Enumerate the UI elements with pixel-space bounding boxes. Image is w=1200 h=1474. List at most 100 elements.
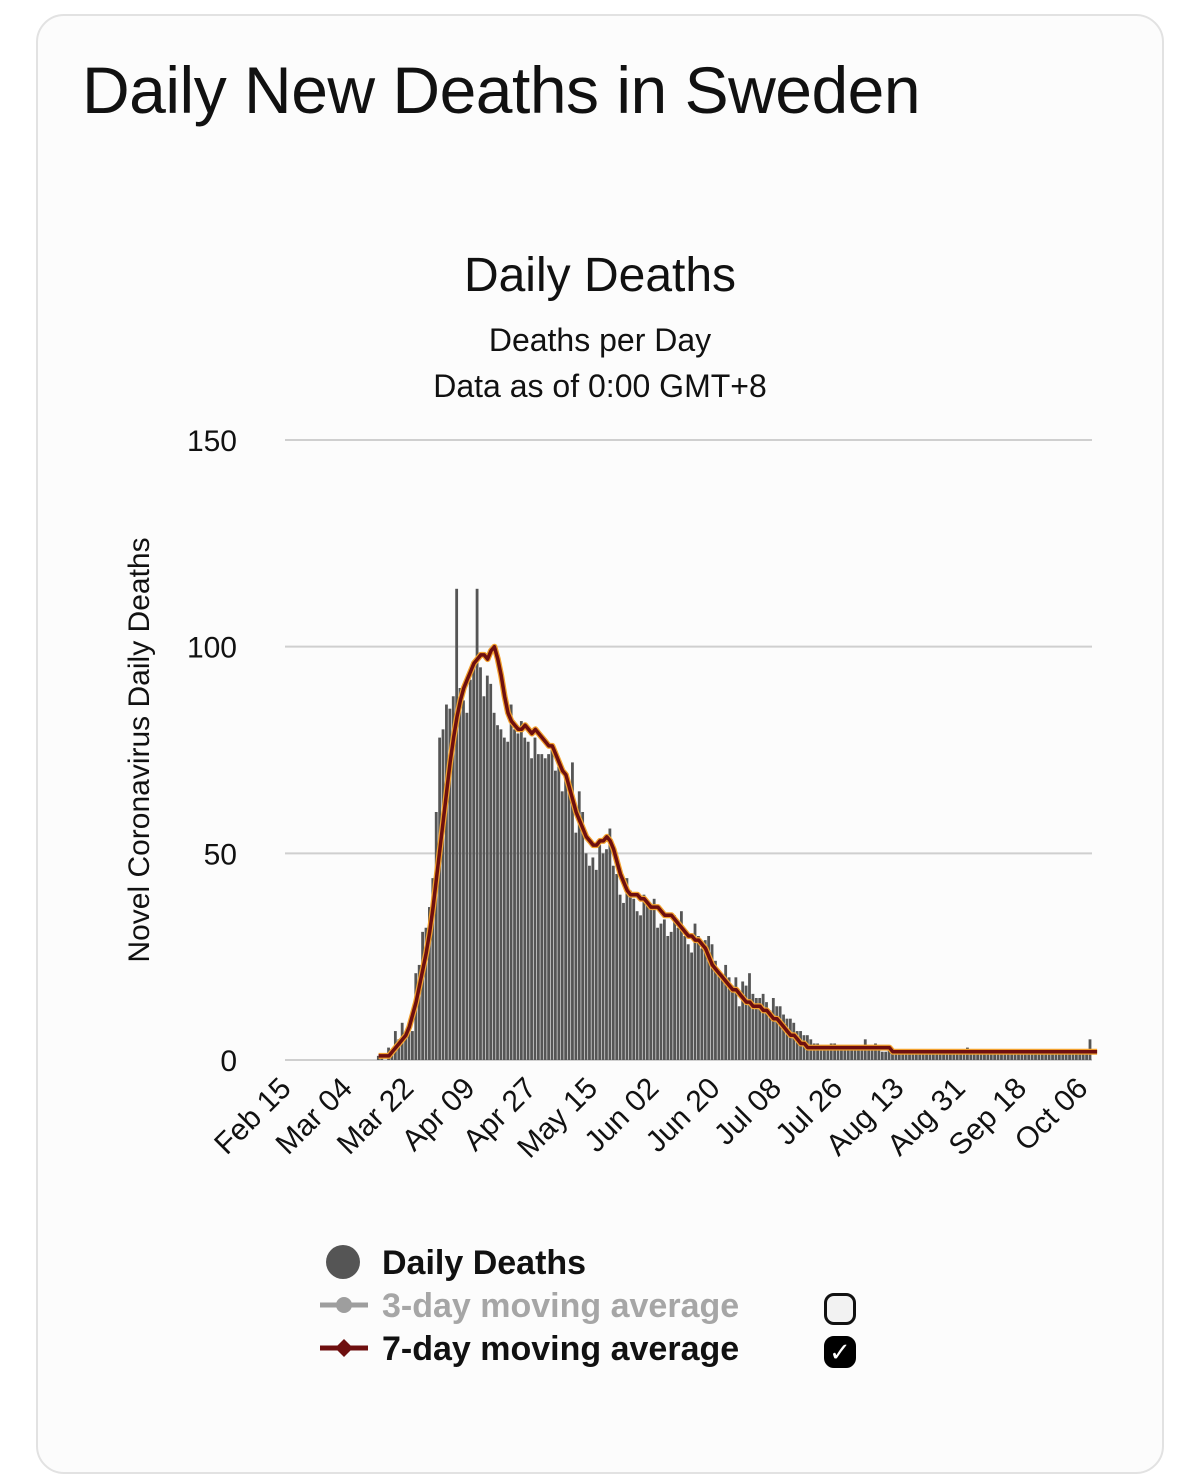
bar bbox=[989, 1051, 993, 1060]
bar bbox=[669, 931, 673, 1060]
bar bbox=[608, 828, 612, 1060]
bar bbox=[904, 1051, 908, 1060]
bar bbox=[591, 857, 595, 1060]
bar bbox=[697, 936, 700, 1060]
bar bbox=[734, 977, 738, 1060]
bar bbox=[972, 1051, 976, 1060]
bar bbox=[819, 1047, 823, 1060]
bar bbox=[1051, 1051, 1054, 1060]
bar bbox=[771, 998, 775, 1060]
y-tick-label: 0 bbox=[220, 1045, 237, 1078]
bar bbox=[788, 1018, 792, 1060]
bar bbox=[645, 902, 649, 1060]
bar bbox=[502, 737, 506, 1060]
bar bbox=[707, 936, 711, 1060]
bar bbox=[758, 998, 762, 1060]
bar bbox=[969, 1051, 973, 1060]
bar bbox=[724, 964, 728, 1060]
bar bbox=[499, 729, 503, 1060]
bar bbox=[451, 696, 455, 1060]
bar bbox=[571, 762, 574, 1060]
bar bbox=[543, 758, 547, 1060]
legend-label-daily: Daily Deaths bbox=[382, 1244, 587, 1282]
bar bbox=[662, 919, 666, 1060]
bar bbox=[955, 1051, 959, 1060]
bar bbox=[679, 911, 683, 1060]
legend-item-daily-deaths[interactable]: Daily Deaths bbox=[318, 1240, 878, 1283]
bar bbox=[860, 1047, 864, 1060]
avg3-checkbox[interactable] bbox=[824, 1293, 856, 1325]
bar bbox=[496, 725, 499, 1060]
bar bbox=[1020, 1051, 1024, 1060]
bar bbox=[850, 1047, 854, 1060]
bar bbox=[1044, 1051, 1048, 1060]
bar bbox=[639, 915, 642, 1060]
bar bbox=[857, 1047, 860, 1060]
bar bbox=[584, 853, 588, 1060]
bar bbox=[737, 1006, 741, 1060]
bar bbox=[921, 1051, 925, 1060]
bar bbox=[911, 1051, 915, 1060]
avg7-line bbox=[378, 644, 1098, 1058]
bar bbox=[1085, 1051, 1088, 1060]
avg7-checkbox[interactable]: ✓ bbox=[824, 1336, 856, 1368]
bar bbox=[1027, 1051, 1031, 1060]
bar bbox=[438, 737, 442, 1060]
legend-item-3day-average[interactable]: 3-day moving average bbox=[318, 1283, 878, 1326]
bar bbox=[1017, 1051, 1020, 1060]
bar bbox=[376, 1055, 380, 1060]
bar bbox=[673, 915, 676, 1060]
bar bbox=[986, 1051, 990, 1060]
bar bbox=[601, 853, 605, 1060]
bar bbox=[577, 791, 581, 1060]
bar bbox=[901, 1051, 905, 1060]
bar bbox=[397, 1039, 401, 1060]
bar bbox=[421, 931, 425, 1060]
page-title: Daily New Deaths in Sweden bbox=[82, 53, 921, 127]
bar bbox=[567, 787, 571, 1060]
bar bbox=[996, 1051, 1000, 1060]
bar bbox=[649, 907, 653, 1060]
legend-item-7day-average[interactable]: 7-day moving average ✓ bbox=[318, 1326, 878, 1369]
x-tick-label: Jul 08 bbox=[708, 1072, 788, 1152]
line-marker-icon bbox=[320, 1339, 368, 1357]
bar bbox=[622, 902, 625, 1060]
bar bbox=[829, 1043, 833, 1060]
bar bbox=[472, 663, 476, 1060]
bar bbox=[918, 1051, 922, 1060]
bar bbox=[1081, 1051, 1085, 1060]
bar bbox=[492, 712, 496, 1060]
bar bbox=[714, 960, 717, 1060]
bar bbox=[547, 754, 550, 1060]
bar bbox=[690, 952, 694, 1060]
bar bbox=[748, 973, 751, 1060]
bar bbox=[768, 1010, 772, 1060]
bar bbox=[414, 973, 418, 1060]
dot-icon bbox=[326, 1245, 360, 1279]
bar bbox=[536, 754, 540, 1060]
bar bbox=[540, 754, 544, 1060]
bar bbox=[983, 1051, 986, 1060]
bar bbox=[588, 865, 591, 1060]
bar bbox=[465, 712, 469, 1060]
bar bbox=[979, 1051, 983, 1060]
bar bbox=[884, 1051, 888, 1060]
chart-card bbox=[36, 14, 1164, 1474]
bar bbox=[833, 1043, 837, 1060]
bar bbox=[727, 977, 731, 1060]
bar bbox=[836, 1047, 840, 1060]
bar bbox=[914, 1051, 918, 1060]
bar bbox=[615, 874, 619, 1060]
bar bbox=[564, 778, 568, 1060]
bar bbox=[928, 1051, 932, 1060]
bar bbox=[880, 1051, 884, 1060]
bar bbox=[482, 696, 486, 1060]
bar bbox=[908, 1051, 911, 1060]
bar bbox=[1074, 1051, 1078, 1060]
legend-label-3day: 3-day moving average bbox=[382, 1287, 740, 1325]
bar bbox=[894, 1051, 898, 1060]
bar bbox=[925, 1051, 928, 1060]
bar bbox=[846, 1047, 850, 1060]
bar bbox=[635, 911, 639, 1060]
bar bbox=[581, 812, 585, 1060]
